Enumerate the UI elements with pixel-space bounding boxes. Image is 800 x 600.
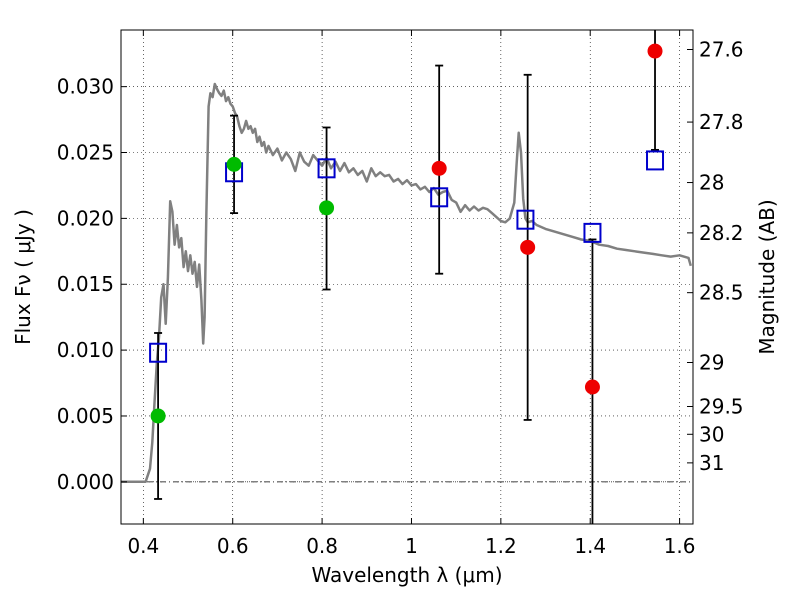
right-axis-label: Magnitude (AB) xyxy=(755,199,779,354)
grid xyxy=(121,30,693,524)
plot-frame xyxy=(120,29,694,525)
plot-area xyxy=(121,30,693,524)
x-tick-label: 0.8 xyxy=(306,534,338,558)
y-tick-label: 0.010 xyxy=(57,338,114,362)
markers xyxy=(149,43,665,424)
detection-point xyxy=(150,408,166,424)
tick-labels: 0.4 0.6 0.8 1 1.2 1.4 1.6 0.000 0.005 0.010 0.015 0… xyxy=(57,37,744,558)
upper-limit-point xyxy=(431,160,447,176)
model-photometry-square xyxy=(149,342,168,363)
right-tick-label: 28.5 xyxy=(699,281,744,305)
right-tick-label: 28 xyxy=(699,171,724,195)
y-tick-label: 0.020 xyxy=(57,206,114,230)
right-tick-label: 27.6 xyxy=(699,37,744,61)
x-tick-label: 1.2 xyxy=(485,534,517,558)
model-photometry-square xyxy=(516,209,535,230)
model-photometry-square xyxy=(583,222,602,243)
y-tick-label: 0.025 xyxy=(57,141,114,165)
data-layer xyxy=(121,82,693,484)
model-photometry-square xyxy=(646,150,665,171)
x-tick-label: 1.4 xyxy=(574,534,606,558)
detection-point xyxy=(319,200,335,216)
model-photometry-square xyxy=(430,187,449,208)
detection-point xyxy=(226,156,242,172)
right-tick-label: 31 xyxy=(699,451,724,475)
right-tick-label: 29 xyxy=(699,350,724,374)
model-photometry-square xyxy=(317,158,336,179)
x-tick-label: 0.4 xyxy=(127,534,159,558)
y-tick-label: 0.030 xyxy=(57,75,114,99)
upper-limit-point xyxy=(647,43,663,59)
upper-limit-point xyxy=(584,379,600,395)
x-tick-label: 0.6 xyxy=(217,534,249,558)
y-tick-label: 0.015 xyxy=(57,272,114,296)
y-tick-label: 0.005 xyxy=(57,404,114,428)
right-tick-label: 30 xyxy=(699,422,724,446)
y-axis-label: Flux Fν ( μJy ) xyxy=(11,209,35,345)
upper-limit-point xyxy=(520,239,536,255)
right-tick-label: 29.5 xyxy=(699,394,744,418)
x-tick-label: 1.6 xyxy=(664,534,696,558)
sed-model-line xyxy=(121,82,693,484)
y-tick-label: 0.000 xyxy=(57,470,114,494)
x-tick-label: 1 xyxy=(405,534,418,558)
right-tick-label: 27.8 xyxy=(699,110,744,134)
right-tick-label: 28.2 xyxy=(699,221,744,245)
x-axis-label: Wavelength λ (μm) xyxy=(311,563,502,587)
ticks xyxy=(121,30,693,524)
